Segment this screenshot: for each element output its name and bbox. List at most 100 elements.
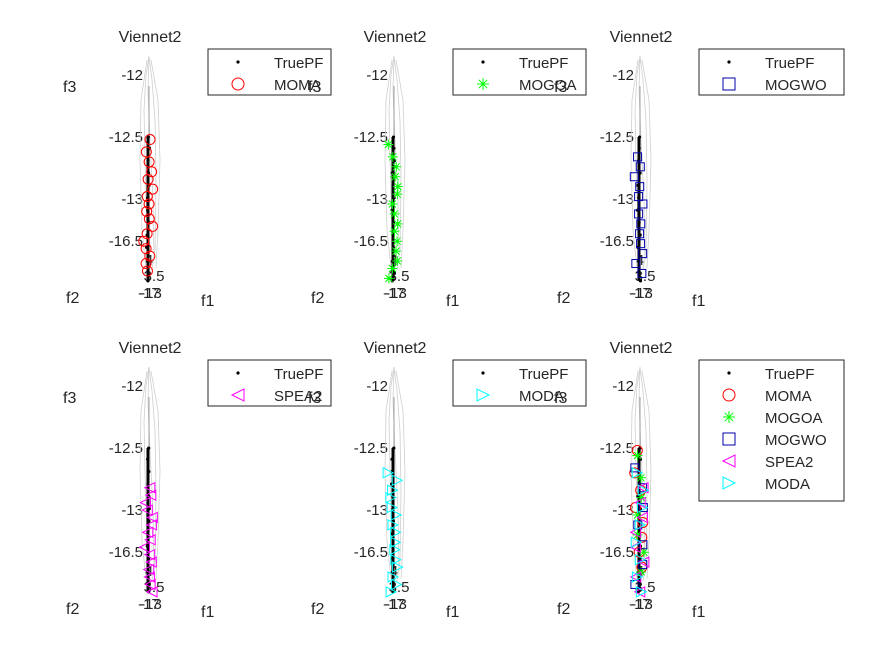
grid-line bbox=[147, 366, 155, 572]
data-point bbox=[389, 226, 400, 237]
data-point bbox=[383, 139, 394, 150]
grid-line bbox=[150, 59, 161, 269]
data-point bbox=[392, 256, 403, 267]
data-point bbox=[146, 166, 158, 178]
data-point bbox=[390, 246, 401, 257]
axis-label-f3: f3 bbox=[308, 390, 321, 407]
subplot-4: Viennet2f3f2f1-12-12.5-13-16.543.5-17-13… bbox=[63, 340, 332, 621]
legend: TruePF MOGWO bbox=[698, 48, 845, 96]
legend-label: TruePF bbox=[519, 366, 568, 383]
legend-entry: MOGOA bbox=[477, 77, 577, 94]
axis-label-f2: f2 bbox=[66, 601, 79, 618]
subplot-title: Viennet2 bbox=[610, 340, 673, 357]
data-point bbox=[144, 533, 156, 546]
data-point bbox=[138, 235, 150, 247]
z-tick-label: -13 bbox=[121, 191, 143, 208]
axis-label-f2: f2 bbox=[311, 290, 324, 307]
z-tick-label: -12 bbox=[612, 67, 634, 84]
legend-label: MOGOA bbox=[765, 410, 823, 427]
bottom-tick-label: -17 bbox=[138, 285, 160, 302]
data-point bbox=[637, 268, 647, 278]
square-marker-icon bbox=[722, 432, 736, 446]
data-point bbox=[633, 586, 646, 598]
z-tick-label: -13 bbox=[121, 502, 143, 519]
data-point bbox=[638, 199, 648, 209]
data-point bbox=[635, 229, 645, 239]
legend-entry: TruePF bbox=[727, 55, 814, 72]
square-marker-icon bbox=[722, 77, 736, 91]
axis-label-f1: f1 bbox=[201, 604, 214, 621]
series-mogwo bbox=[630, 463, 648, 589]
axis-label-f1: f1 bbox=[201, 293, 214, 310]
data-point bbox=[145, 586, 158, 598]
data-point bbox=[629, 571, 642, 583]
z-tick-label: -13 bbox=[612, 502, 634, 519]
series-mogoa bbox=[383, 139, 403, 284]
data-point bbox=[143, 571, 155, 583]
legend-label: TruePF bbox=[519, 55, 568, 72]
data-point bbox=[385, 491, 397, 504]
axis-label-f1: f1 bbox=[446, 293, 459, 310]
data-point bbox=[637, 484, 650, 497]
data-point bbox=[390, 553, 402, 566]
data-point bbox=[138, 541, 151, 554]
bottom-tick-label: -17 bbox=[629, 285, 651, 302]
axis-label-f1: f1 bbox=[446, 604, 459, 621]
bottom-tick-label: -13 bbox=[631, 285, 653, 302]
data-point bbox=[636, 239, 646, 249]
z-tick-label: -16.5 bbox=[354, 233, 388, 250]
triangle-right-marker-icon bbox=[722, 476, 737, 490]
grid-line bbox=[392, 55, 400, 261]
data-point bbox=[387, 151, 398, 162]
legend-label: SPEA2 bbox=[274, 388, 322, 405]
legend-label: MODA bbox=[765, 476, 810, 493]
series-moma bbox=[138, 134, 159, 277]
series-spea2 bbox=[138, 481, 158, 598]
legend-entry: MOGWO bbox=[722, 432, 827, 449]
grid-line bbox=[630, 59, 639, 269]
data-point bbox=[387, 263, 398, 274]
data-point bbox=[143, 548, 156, 561]
data-point bbox=[140, 146, 152, 158]
subplot-1: Viennet2f3f2f1-12-12.5-13-16.543.5-17-13… bbox=[63, 29, 332, 310]
data-point bbox=[632, 450, 643, 461]
legend-label: MOMA bbox=[274, 77, 321, 94]
data-point bbox=[632, 510, 643, 520]
data-point bbox=[631, 571, 644, 583]
axis-label-f3: f3 bbox=[63, 390, 76, 407]
data-point bbox=[387, 484, 399, 497]
dot-marker-icon bbox=[727, 60, 731, 64]
data-point bbox=[389, 543, 401, 556]
data-point bbox=[635, 472, 646, 483]
legend-label: MOGWO bbox=[765, 432, 827, 449]
subplot-title: Viennet2 bbox=[364, 29, 427, 46]
legend: TruePF SPEA2 bbox=[207, 359, 332, 407]
axis-label-f3: f3 bbox=[554, 79, 567, 96]
grid-line bbox=[393, 55, 402, 271]
axis-label-f2: f2 bbox=[557, 601, 570, 618]
z-tick-label: -16.5 bbox=[600, 233, 634, 250]
legend-entry: MOMA bbox=[231, 77, 321, 94]
bottom-tick-label: -13 bbox=[140, 285, 162, 302]
data-point bbox=[143, 213, 155, 225]
legend: TruePF MOMA MOGOA MOGWO SPEA2 MODA bbox=[698, 359, 845, 502]
legend-entry: TruePF bbox=[236, 55, 323, 72]
circle-marker-icon bbox=[231, 77, 245, 91]
data-point bbox=[391, 161, 402, 172]
data-point bbox=[636, 501, 649, 514]
data-point bbox=[143, 198, 155, 210]
dot-marker-icon bbox=[481, 60, 485, 64]
data-point bbox=[629, 172, 639, 182]
subplot-title: Viennet2 bbox=[610, 29, 673, 46]
legend-entry: MOMA bbox=[722, 388, 812, 405]
z-tick-label: -13 bbox=[612, 191, 634, 208]
legend-label: MODA bbox=[519, 388, 564, 405]
data-point bbox=[389, 208, 400, 219]
axis-label-f3: f3 bbox=[63, 79, 76, 96]
z-tick-label: -16.5 bbox=[109, 233, 143, 250]
z-tick-label: -16.5 bbox=[354, 544, 388, 561]
grid-line bbox=[139, 370, 148, 580]
grid-line bbox=[395, 370, 406, 580]
legend-entry: TruePF bbox=[236, 366, 323, 383]
